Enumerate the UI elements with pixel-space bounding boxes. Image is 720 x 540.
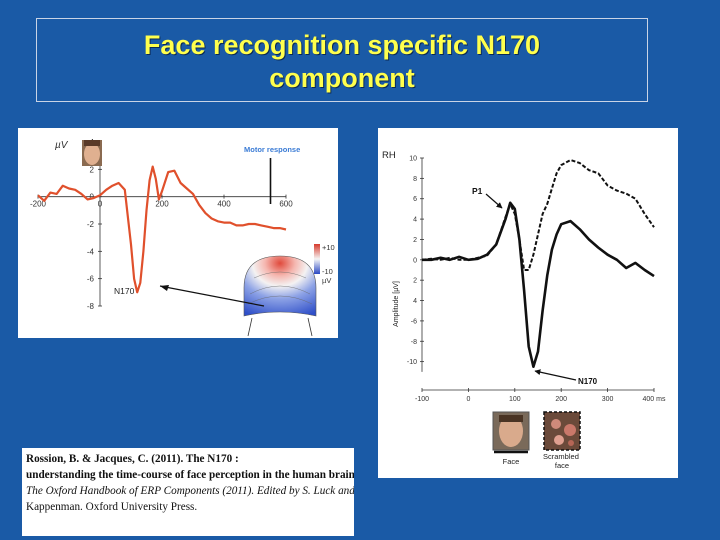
title-line-2: component (269, 63, 415, 93)
left-x-tick-label: 200 (155, 200, 169, 209)
left-y-tick-label: -2 (87, 220, 95, 229)
colorbar-unit: µV (322, 276, 331, 285)
left-y-tick-label: 0 (90, 193, 95, 202)
n170-to-topo-arrow (159, 285, 265, 307)
right-y-tick-label: -10 (407, 359, 417, 366)
left-x-tick-label: 400 (217, 200, 231, 209)
left-y-tick-label: -6 (87, 275, 95, 284)
right-x-tick-label: 100 (509, 396, 521, 403)
face-thumbnail-icon (82, 140, 102, 166)
right-y-tick-label: 2 (413, 278, 417, 285)
left-y-tick-label: 2 (90, 165, 95, 174)
face-legend-label: Face (503, 457, 520, 466)
right-x-tick-label: -100 (415, 396, 429, 403)
left-n170-label: N170 (114, 286, 135, 296)
left-x-tick-label: 600 (279, 200, 293, 209)
citation-line-3: The Oxford Handbook of ERP Components (2… (26, 485, 354, 497)
p1-label: P1 (472, 186, 483, 196)
right-x-tick-label: 300 (602, 396, 614, 403)
scrambled-face-series-line (421, 159, 655, 271)
left-erp-chart: -2000200400600420-2-4-6-8 µV Motor respo… (30, 138, 335, 337)
left-x-tick-label: -200 (30, 200, 47, 209)
scrambled-legend-label: Scrambled face (543, 452, 581, 470)
right-y-tick-label: 4 (413, 217, 417, 224)
left-erp-series-line (37, 165, 287, 294)
left-y-tick-label: -8 (87, 302, 95, 311)
left-axes: -2000200400600420-2-4-6-8 (30, 138, 293, 311)
citation-box: Rossion, B. & Jacques, C. (2011). The N1… (22, 448, 354, 536)
p1-arrow (485, 193, 503, 209)
right-x-tick-label: 0 (466, 396, 470, 403)
right-y-axis-label: Amplitude [µV] (393, 281, 400, 327)
left-x-tick-label: 0 (98, 200, 103, 209)
right-x-tick-label: 400 ms (643, 396, 666, 403)
right-y-tick-label: 8 (413, 176, 417, 183)
n170-arrowhead-icon (160, 285, 169, 291)
motor-response-label: Motor response (244, 145, 300, 154)
citation-line-2: understanding the time-course of face pe… (26, 469, 354, 481)
colorbar-min: -10 (322, 267, 333, 276)
left-erp-figure: -2000200400600420-2-4-6-8 µV Motor respo… (18, 128, 338, 338)
right-n170-label: N170 (578, 377, 598, 386)
left-y-tick-label: -4 (87, 247, 95, 256)
legend-face: Face (492, 411, 530, 466)
right-erp-figure: 10 8 6 4 2 0 2 4 -6 -8 -10 -100 0 100 200 300 400 ms RH … (378, 128, 678, 478)
face-series-line (422, 201, 655, 368)
right-x-tick-label: 200 (555, 396, 567, 403)
legend-scrambled-face: Scrambled face (543, 411, 581, 470)
colorbar: +10 -10 µV (314, 243, 335, 285)
citation-line-1: Rossion, B. & Jacques, C. (2011). The N1… (26, 453, 239, 465)
right-y-tick-label: 10 (409, 156, 417, 163)
citation-line-4: Kappenman. Oxford University Press. (26, 501, 198, 513)
right-axes: 10 8 6 4 2 0 2 4 -6 -8 -10 -100 0 100 200 300 400 ms (407, 156, 666, 404)
left-y-unit: µV (55, 140, 69, 151)
n170-arrow (534, 369, 577, 381)
title-line-1: Face recognition specific N170 (143, 30, 541, 60)
right-y-tick-label: -8 (411, 339, 417, 346)
right-y-tick-label: 2 (413, 237, 417, 244)
right-chart-title: RH (382, 150, 396, 161)
scalp-topography (243, 255, 317, 337)
right-y-tick-label: 0 (413, 257, 417, 264)
right-y-tick-label: -6 (411, 318, 417, 325)
slide-title: Face recognition specific N170 component (36, 18, 648, 102)
right-y-tick-label: 4 (413, 298, 417, 305)
colorbar-max: +10 (322, 243, 335, 252)
right-y-tick-label: 6 (413, 196, 417, 203)
